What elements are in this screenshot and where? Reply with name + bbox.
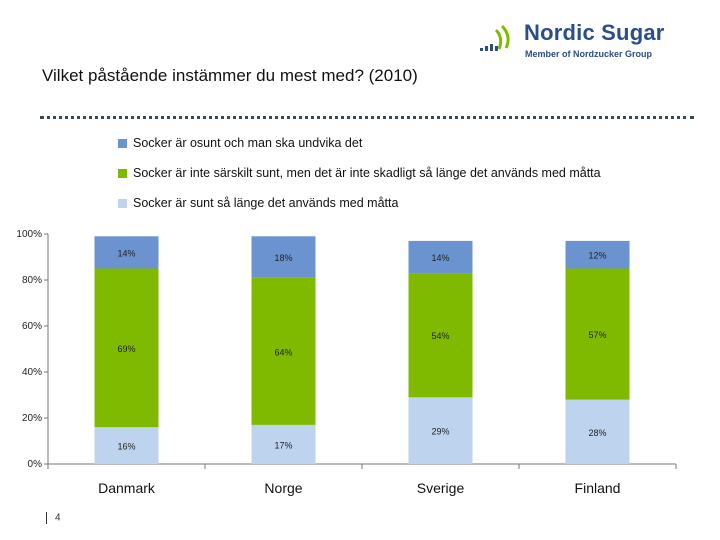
data-label: 28%: [588, 428, 606, 438]
y-tick-label: 80%: [22, 275, 42, 286]
data-label: 69%: [117, 344, 135, 354]
data-label: 64%: [274, 347, 292, 357]
legend-label: Socker är inte särskilt sunt, men det är…: [133, 166, 601, 180]
legend-item-inte-sarskilt-sunt: Socker är inte särskilt sunt, men det är…: [118, 158, 601, 188]
y-tick-label: 100%: [16, 229, 42, 240]
x-category-label: Finland: [575, 480, 621, 496]
data-label: 57%: [588, 330, 606, 340]
data-label: 54%: [431, 331, 449, 341]
y-tick-label: 0%: [28, 459, 43, 470]
y-tick-label: 40%: [22, 367, 42, 378]
logo-brand: Nordic Sugar: [524, 20, 665, 45]
bar-segment: [565, 268, 630, 400]
data-label: 18%: [274, 253, 292, 263]
legend-swatch: [118, 168, 127, 178]
data-label: 29%: [431, 427, 449, 437]
bar-segment: [565, 399, 630, 464]
legend-swatch: [118, 198, 127, 208]
dotted-divider: [40, 116, 694, 119]
legend-label: Socker är sunt så länge det används med …: [133, 196, 399, 210]
page-number: 4: [46, 512, 61, 524]
bar-segment: [94, 427, 159, 464]
bar-segment: [565, 240, 630, 269]
logo: Nordic Sugar Member of Nordzucker Group: [476, 18, 696, 66]
data-label: 14%: [431, 253, 449, 263]
bar-segment: [408, 240, 473, 274]
legend-item-osunt: Socker är osunt och man ska undvika det: [118, 128, 601, 158]
chart-legend: Socker är osunt och man ska undvika det …: [118, 128, 601, 218]
legend-label: Socker är osunt och man ska undvika det: [133, 136, 363, 150]
legend-swatch: [118, 138, 127, 148]
x-category-label: Danmark: [98, 480, 156, 496]
bar-segment: [251, 424, 316, 464]
bar-segment: [408, 397, 473, 464]
y-tick-label: 20%: [22, 413, 42, 424]
data-label: 17%: [274, 440, 292, 450]
bar-segment: [408, 273, 473, 398]
x-category-label: Sverige: [417, 480, 465, 496]
data-label: 12%: [588, 251, 606, 261]
data-label: 16%: [117, 442, 135, 452]
page-number-text: 4: [55, 512, 61, 524]
page-title: Vilket påstående instämmer du mest med? …: [42, 66, 418, 85]
nordic-sugar-logo-icon: [480, 24, 510, 51]
bar-segment: [94, 236, 159, 269]
legend-item-sunt: Socker är sunt så länge det används med …: [118, 188, 601, 218]
bar-segment: [94, 268, 159, 428]
x-category-label: Norge: [264, 480, 302, 496]
bar-segment: [251, 236, 316, 278]
bar-segment: [251, 277, 316, 425]
data-label: 14%: [117, 248, 135, 258]
y-tick-label: 60%: [22, 321, 42, 332]
logo-tagline: Member of Nordzucker Group: [525, 49, 653, 59]
